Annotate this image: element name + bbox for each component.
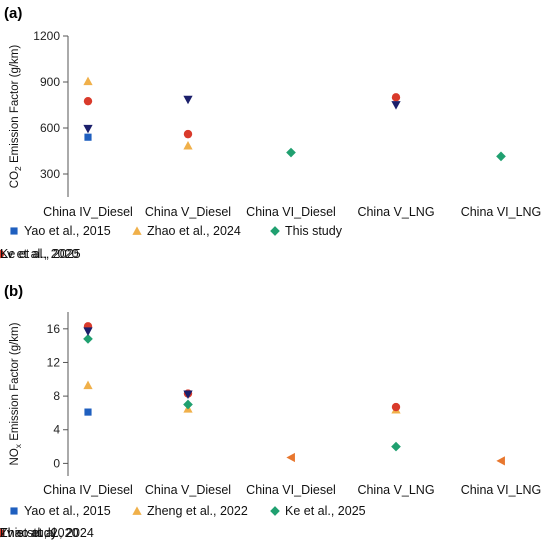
- legend-label: Zhao et al., 2024: [147, 224, 241, 238]
- data-point: [183, 141, 193, 150]
- y-tick-label: 0: [53, 456, 60, 470]
- y-tick-label: 1200: [33, 29, 60, 43]
- y-tick-label: 4: [53, 423, 60, 437]
- data-point: [183, 95, 193, 105]
- data-point: [83, 327, 93, 336]
- x-tick-label: China V_Diesel: [145, 483, 231, 497]
- x-tick-label: China VI_Diesel: [246, 483, 336, 497]
- panel-label: (a): [4, 5, 22, 22]
- y-tick-label: 300: [40, 167, 60, 181]
- data-point: [391, 93, 401, 102]
- data-point: [84, 408, 92, 416]
- data-point: [391, 101, 401, 110]
- panel-label: (b): [4, 283, 23, 300]
- legend-label: Lv et al., 2020: [0, 526, 79, 540]
- y-axis-label: NOx Emission Factor (g/km): [9, 322, 23, 465]
- data-point: [496, 151, 506, 162]
- y-tick-label: 900: [40, 75, 60, 89]
- data-point: [83, 96, 93, 106]
- legend-label: Lv et al., 2020: [0, 247, 79, 261]
- data-point: [286, 147, 296, 158]
- legend-marker: [270, 226, 280, 236]
- legend-label: Zheng et al., 2022: [147, 504, 248, 518]
- data-point: [83, 380, 93, 390]
- data-point: [84, 133, 92, 141]
- data-point: [183, 129, 193, 139]
- data-point: [183, 399, 193, 410]
- data-point: [83, 334, 93, 344]
- data-point: [183, 390, 193, 400]
- y-tick-label: 600: [40, 121, 60, 135]
- legend-label: This study: [0, 526, 58, 540]
- legend-marker: [0, 249, 5, 259]
- data-point: [286, 452, 295, 463]
- y-tick-label: 12: [47, 355, 61, 369]
- legend-marker: [132, 226, 142, 235]
- legend-marker: [270, 506, 280, 516]
- legend-label: Zhao et al., 2024: [0, 526, 94, 540]
- data-point: [83, 124, 93, 134]
- x-tick-label: China V_LNG: [357, 483, 434, 497]
- legend-marker: [10, 227, 18, 235]
- legend-marker: [10, 507, 18, 515]
- y-tick-label: 16: [47, 322, 61, 336]
- legend-marker: [0, 528, 5, 538]
- legend-label: This study: [285, 224, 343, 238]
- data-point: [391, 441, 401, 452]
- data-point: [83, 76, 93, 86]
- x-tick-label: China V_LNG: [357, 205, 434, 219]
- x-tick-label: China IV_Diesel: [43, 205, 133, 219]
- legend-marker: [132, 506, 142, 515]
- legend-label: Yao et al., 2015: [24, 504, 111, 518]
- legend-label: Yao et al., 2015: [24, 224, 111, 238]
- legend-label: Ke et al., 2025: [0, 247, 81, 261]
- y-tick-label: 8: [53, 389, 60, 403]
- data-point: [391, 402, 401, 412]
- x-tick-label: China VI_LNG: [461, 483, 542, 497]
- data-point: [496, 456, 505, 466]
- legend-label: Ke et al., 2025: [285, 504, 366, 518]
- x-tick-label: China V_Diesel: [145, 205, 231, 219]
- y-axis-label: CO2 Emission Factor (g/km): [9, 45, 23, 189]
- x-tick-label: China VI_Diesel: [246, 205, 336, 219]
- x-tick-label: China IV_Diesel: [43, 483, 133, 497]
- x-tick-label: China VI_LNG: [461, 205, 542, 219]
